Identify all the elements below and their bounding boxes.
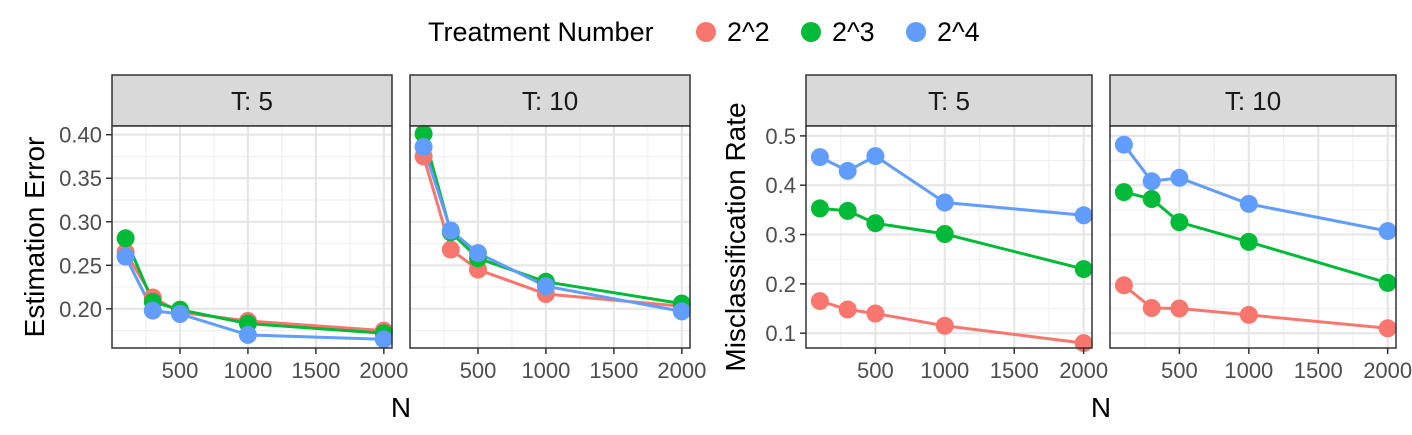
legend-label-2: 2^3 bbox=[832, 17, 875, 47]
x-tick-label: 2000 bbox=[1363, 358, 1412, 383]
data-point-3-2 bbox=[838, 161, 857, 180]
x-tick-label: 2000 bbox=[657, 358, 706, 383]
data-point-3-1 bbox=[810, 148, 829, 167]
data-point-3-2 bbox=[143, 301, 162, 320]
data-point-3-4 bbox=[536, 277, 555, 296]
data-point-2-5 bbox=[1378, 273, 1397, 292]
y-tick-label: 0.2 bbox=[765, 272, 796, 297]
data-point-1-4 bbox=[935, 316, 954, 335]
legend-label-1: 2^2 bbox=[727, 17, 770, 47]
panel-border bbox=[805, 125, 1093, 349]
legend-key-2 bbox=[801, 22, 821, 42]
data-point-3-5 bbox=[1378, 222, 1397, 241]
panel-border bbox=[409, 125, 691, 349]
data-point-2-3 bbox=[866, 214, 885, 233]
strip-background bbox=[409, 74, 691, 127]
legend-key-3 bbox=[906, 22, 926, 42]
x-tick-label: 500 bbox=[1161, 358, 1198, 383]
y-axis-title: Estimation Error bbox=[19, 137, 50, 338]
data-point-3-5 bbox=[1074, 206, 1093, 225]
data-point-1-2 bbox=[441, 240, 460, 259]
strip-background bbox=[111, 74, 393, 127]
strip-label: T: 10 bbox=[1225, 86, 1281, 116]
y-tick-label: 0.40 bbox=[59, 123, 102, 148]
data-point-3-2 bbox=[441, 221, 460, 240]
data-point-2-3 bbox=[1170, 213, 1189, 232]
y-tick-label: 0.3 bbox=[765, 223, 796, 248]
panel-1-1: T: 5 500 1000 1500 2000 0.20 0.25 0.30 0.35 0.40 bbox=[59, 74, 408, 383]
legend-label-3: 2^4 bbox=[937, 17, 980, 47]
x-tick-label: 1500 bbox=[1294, 358, 1343, 383]
data-point-3-3 bbox=[171, 305, 189, 323]
data-point-1-1 bbox=[1114, 276, 1133, 295]
x-tick-label: 2000 bbox=[359, 358, 408, 383]
data-point-3-1 bbox=[116, 247, 135, 266]
data-point-3-4 bbox=[935, 193, 954, 212]
data-point-2-4 bbox=[935, 225, 954, 243]
strip-label: T: 5 bbox=[928, 86, 970, 116]
y-tick-label: 0.4 bbox=[765, 173, 796, 198]
x-tick-label: 1500 bbox=[589, 358, 638, 383]
x-tick-label: 1500 bbox=[291, 358, 340, 383]
panel-2-1: T: 5 500 1000 1500 2000 0.1 0.2 0.3 0.4 0.5 bbox=[765, 74, 1108, 383]
data-point-3-3 bbox=[866, 147, 885, 166]
y-tick-label: 0.30 bbox=[59, 210, 102, 235]
data-point-2-2 bbox=[838, 201, 857, 220]
panel-border bbox=[1109, 125, 1397, 349]
data-point-2-1 bbox=[1114, 183, 1133, 202]
data-point-3-5 bbox=[672, 302, 691, 321]
data-point-1-5 bbox=[1378, 319, 1397, 338]
x-tick-label: 500 bbox=[857, 358, 894, 383]
strip-background bbox=[805, 74, 1093, 127]
strip-label: T: 5 bbox=[231, 86, 273, 116]
data-point-1-4 bbox=[1239, 305, 1258, 324]
y-tick-label: 0.35 bbox=[59, 166, 102, 191]
legend-title: Treatment Number bbox=[428, 17, 654, 47]
legend-key-1 bbox=[696, 22, 716, 42]
data-point-3-1 bbox=[1114, 135, 1133, 154]
x-tick-label: 500 bbox=[460, 358, 497, 383]
x-tick-label: 500 bbox=[162, 358, 199, 383]
x-tick-label: 1000 bbox=[223, 358, 272, 383]
data-point-2-5 bbox=[1074, 260, 1093, 279]
data-point-3-1 bbox=[414, 137, 433, 156]
data-point-3-4 bbox=[1239, 194, 1258, 213]
chart-group-2: T: 5 500 1000 1500 2000 0.1 0.2 0.3 0.4 0.5 T: 10 5… bbox=[720, 74, 1412, 423]
data-point-1-3 bbox=[1170, 299, 1189, 318]
legend: Treatment Number 2^2 2^3 2^4 bbox=[428, 17, 980, 47]
x-tick-label: 1000 bbox=[1224, 358, 1273, 383]
y-tick-label: 0.25 bbox=[59, 253, 102, 278]
x-tick-label: 1000 bbox=[521, 358, 570, 383]
data-point-2-4 bbox=[1239, 232, 1258, 251]
data-point-1-3 bbox=[866, 304, 885, 323]
data-point-3-5 bbox=[374, 330, 393, 349]
data-point-2-1 bbox=[116, 229, 135, 248]
x-axis-title: N bbox=[1091, 392, 1111, 423]
y-axis-title: Misclassification Rate bbox=[720, 102, 751, 371]
data-point-3-2 bbox=[1142, 172, 1161, 191]
panel-2-2: T: 10 500 1000 1500 2000 bbox=[1109, 74, 1412, 383]
data-point-1-1 bbox=[810, 292, 829, 311]
x-tick-label: 1000 bbox=[920, 358, 969, 383]
x-tick-label: 1500 bbox=[990, 358, 1039, 383]
data-point-1-2 bbox=[838, 300, 857, 319]
y-tick-label: 0.5 bbox=[765, 124, 796, 149]
strip-label: T: 10 bbox=[522, 86, 578, 116]
y-tick-label: 0.1 bbox=[765, 321, 796, 346]
data-point-2-2 bbox=[1142, 190, 1161, 208]
panel-1-2: T: 10 500 1000 1500 2000 bbox=[409, 74, 706, 383]
data-point-1-2 bbox=[1142, 299, 1161, 317]
data-point-3-3 bbox=[1170, 168, 1189, 187]
data-point-3-4 bbox=[238, 325, 257, 344]
data-point-2-1 bbox=[810, 199, 829, 218]
x-tick-label: 2000 bbox=[1059, 358, 1108, 383]
y-tick-label: 0.20 bbox=[59, 297, 102, 322]
data-point-2-1 bbox=[414, 124, 433, 143]
x-axis-title: N bbox=[391, 392, 411, 423]
data-point-3-3 bbox=[469, 244, 487, 263]
panel-border bbox=[111, 125, 393, 349]
